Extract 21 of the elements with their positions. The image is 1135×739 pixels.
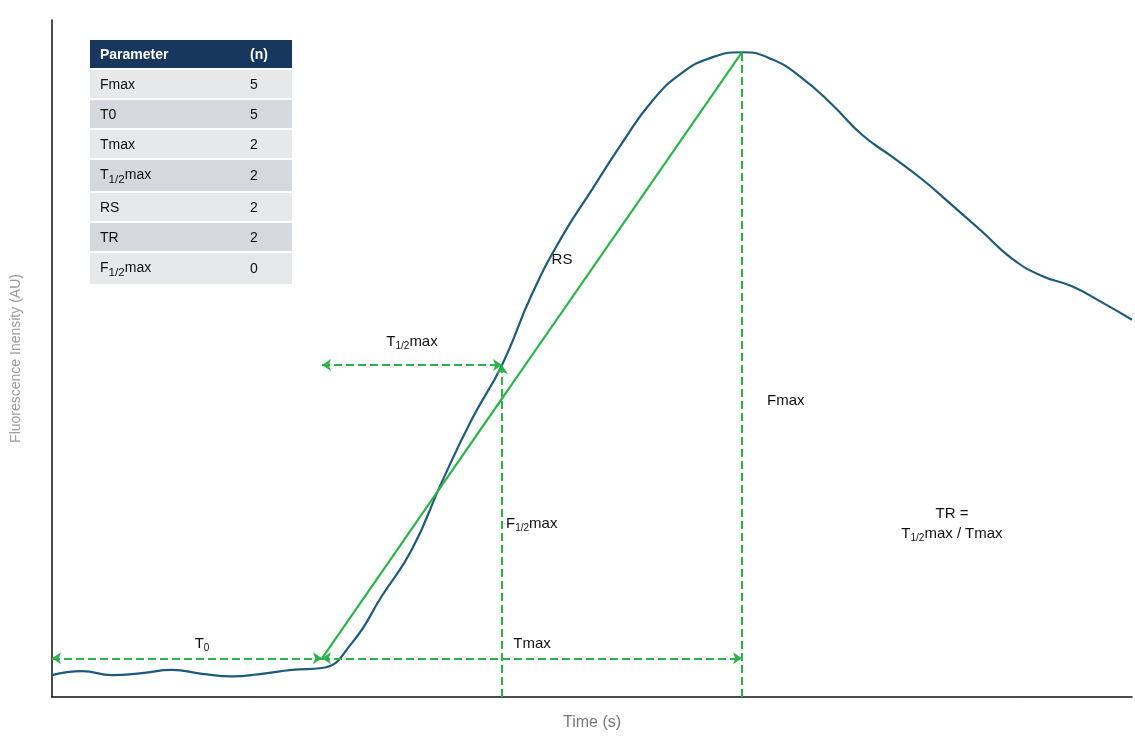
text: Parameter bbox=[90, 40, 240, 68]
y-axis-title: Fluorescence Inensity (AU) bbox=[7, 274, 23, 443]
category-label: RS bbox=[90, 192, 240, 221]
annotation: Fmax bbox=[767, 391, 805, 409]
text: (n) bbox=[240, 40, 292, 68]
category-label: F$_{1/2}$max bbox=[90, 252, 240, 284]
category-label: TR bbox=[90, 222, 240, 251]
annotation: RS bbox=[551, 250, 573, 268]
data-label: 2 bbox=[240, 130, 292, 158]
x-axis-title: Time (s) bbox=[562, 712, 622, 730]
data-label: 0 bbox=[240, 252, 292, 284]
data-label: 5 bbox=[240, 100, 292, 128]
data-label: 5 bbox=[240, 70, 292, 98]
category-label: Tmax bbox=[90, 130, 240, 158]
data-label: 2 bbox=[240, 160, 292, 191]
category-label: T$_{1/2}$max bbox=[90, 160, 240, 191]
annotation: Tmax bbox=[513, 633, 552, 651]
category-label: Fmax bbox=[90, 70, 240, 98]
data-label: 2 bbox=[240, 192, 292, 221]
data-label: 2 bbox=[240, 222, 292, 251]
category-label: T0 bbox=[90, 100, 240, 128]
